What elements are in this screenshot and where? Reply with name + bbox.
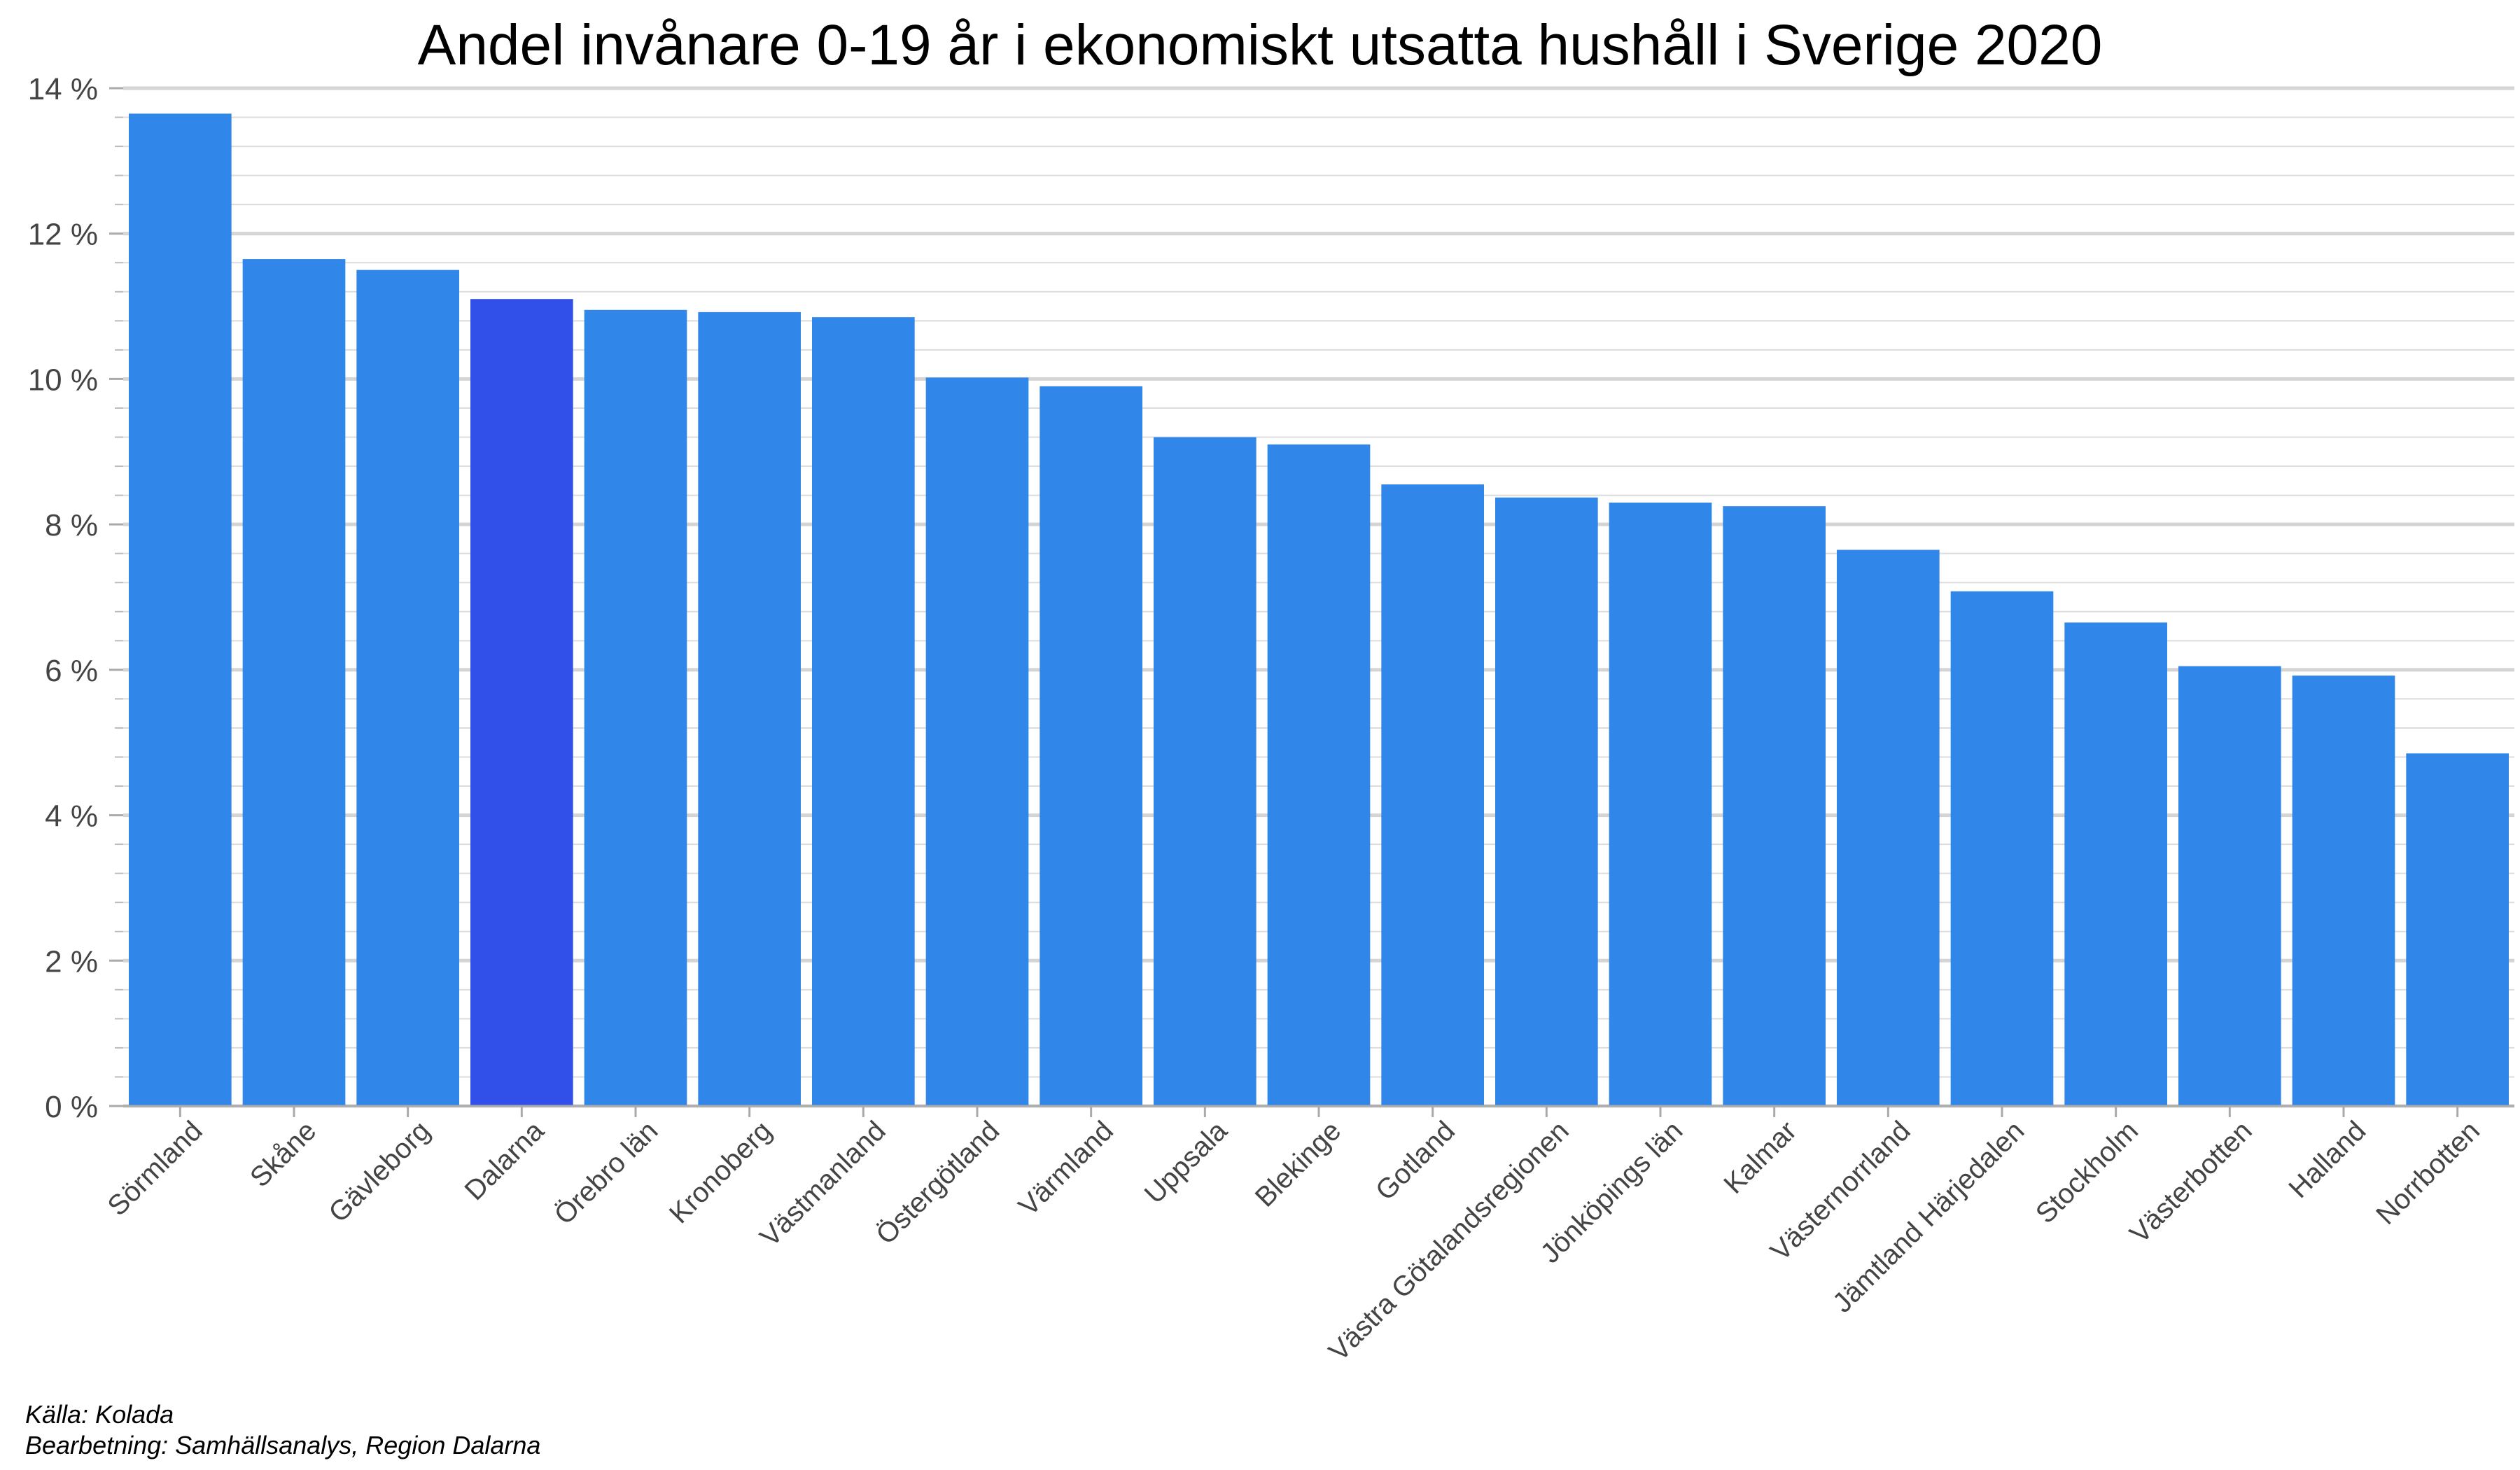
x-tick-label: Örebro län [549,1115,664,1231]
bar [1609,502,1712,1106]
x-tick-label: Gävleborg [323,1115,436,1228]
x-tick-label: Kronoberg [664,1115,778,1229]
bar [698,312,801,1106]
bar [1837,550,1940,1106]
x-tick-label: Uppsala [1139,1115,1233,1210]
bar [1495,497,1598,1106]
bar [2292,676,2395,1106]
bar [812,317,915,1106]
chart-title: Andel invånare 0-19 år i ekonomiskt utsa… [417,13,2103,77]
bar [2178,666,2281,1106]
bar [1723,506,1826,1106]
y-tick-label: 6 % [45,654,98,688]
x-tick-label: Kalmar [1718,1115,1802,1200]
y-tick-label: 14 % [28,72,98,106]
processing-caption: Bearbetning: Samhällsanalys, Region Dala… [25,1431,541,1460]
x-tick-label: Sörmland [102,1115,209,1222]
x-tick-label: Skåne [244,1115,322,1193]
x-tick-label: Stockholm [2030,1115,2144,1229]
x-tick-label: Halland [2283,1115,2372,1204]
x-tick-label: Västerbotten [2124,1115,2258,1250]
bar [356,270,459,1107]
bar [242,259,346,1106]
x-tick-label: Västra Götalandsregionen [1323,1115,1575,1367]
x-tick-label: Östergötland [870,1115,1005,1250]
y-tick-label: 12 % [28,218,98,252]
bar [1040,386,1142,1107]
y-tick-label: 0 % [45,1090,98,1124]
x-tick-label: Blekinge [1250,1115,1348,1213]
bar [2064,622,2167,1106]
bar [584,309,687,1106]
x-tick-label: Gotland [1370,1115,1461,1206]
y-tick-label: 8 % [45,508,98,542]
bar [470,299,573,1107]
x-tick-label: Norrbotten [2370,1115,2486,1231]
bar [1154,437,1256,1106]
x-tick-label: Värmland [1013,1115,1119,1222]
bar [2406,753,2509,1106]
bar [129,113,232,1107]
bar [1267,444,1371,1106]
y-tick-label: 2 % [45,944,98,979]
y-tick-label: 4 % [45,799,98,834]
bar [1381,484,1484,1106]
bar [925,377,1029,1106]
x-tick-label: Dalarna [459,1115,551,1207]
y-tick-label: 10 % [28,363,98,397]
source-caption: Källa: Kolada [25,1400,174,1429]
x-tick-label: Jämtland Härjedalen [1827,1115,2031,1319]
bar [1950,591,2054,1106]
